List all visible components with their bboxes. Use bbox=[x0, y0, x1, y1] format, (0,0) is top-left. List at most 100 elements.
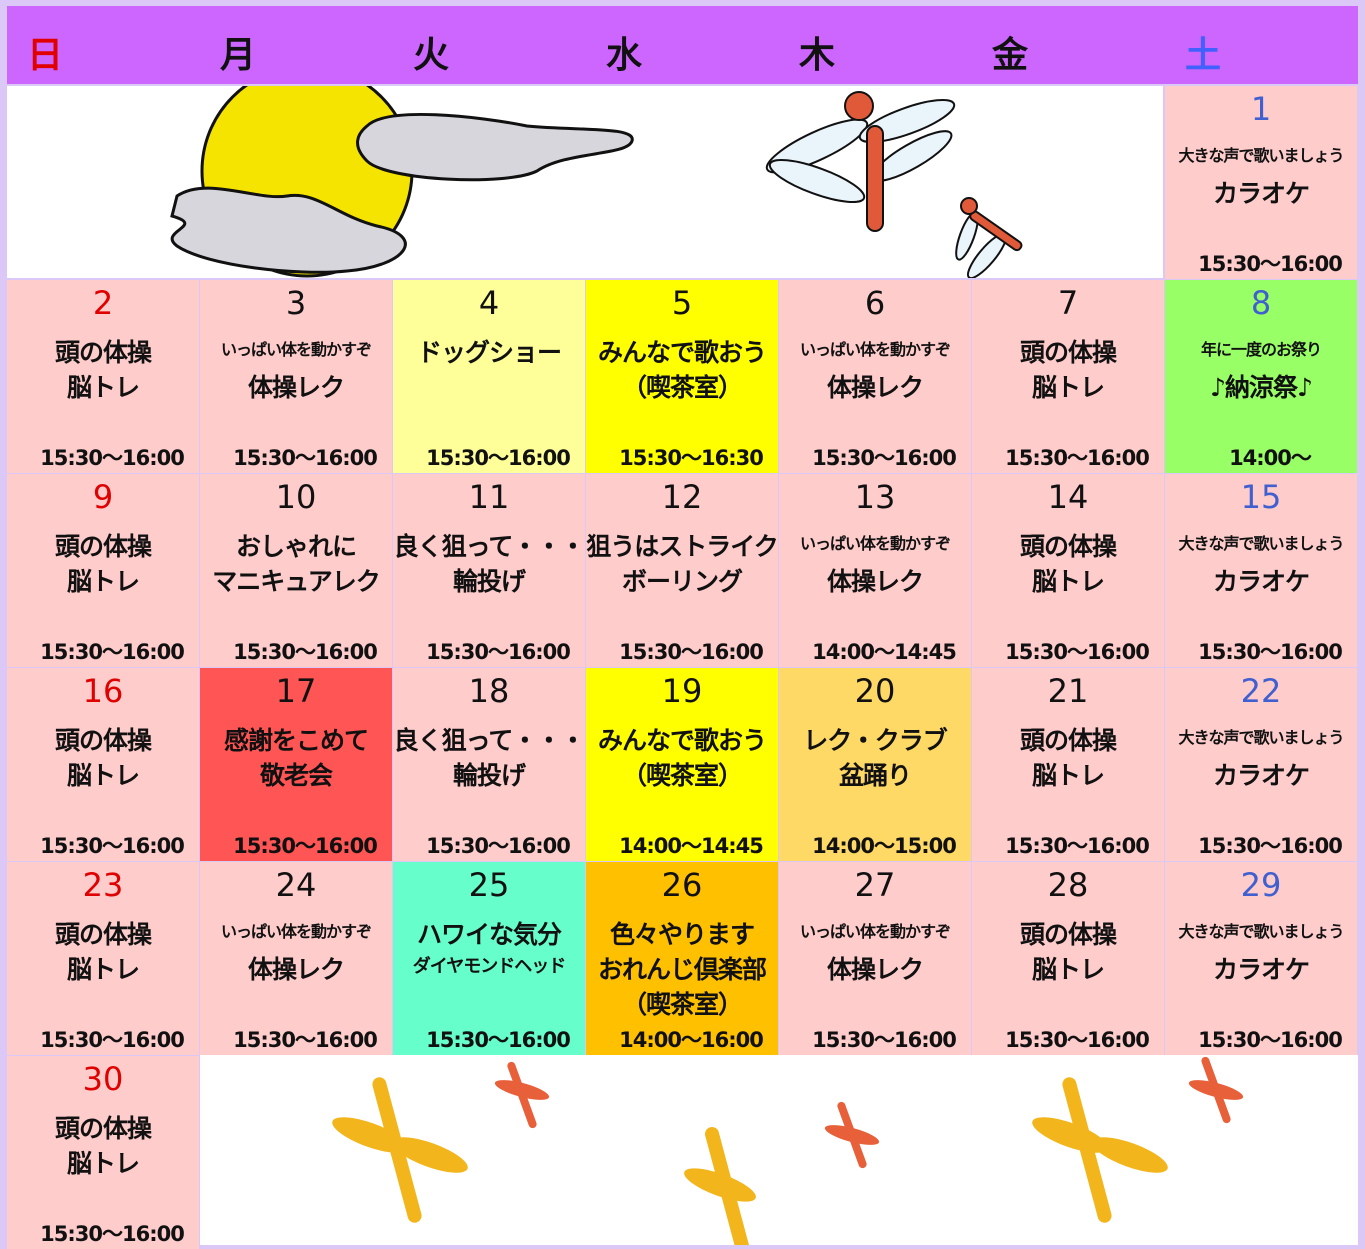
event-title: ハワイな気分 bbox=[416, 920, 562, 949]
event-time: 15:30〜16:00 bbox=[812, 446, 957, 470]
day-number: 15 bbox=[1240, 478, 1282, 516]
day-number: 20 bbox=[854, 672, 896, 710]
day-number: 7 bbox=[1057, 284, 1079, 322]
event-time: 15:30〜16:00 bbox=[233, 640, 378, 664]
weekday-label: 金 bbox=[992, 35, 1029, 76]
event-title: 頭の体操 bbox=[54, 338, 152, 367]
day-number: 6 bbox=[864, 284, 886, 322]
day-cell: 27 いっぱい体を動かすぞ 体操レク 15:30〜16:00 bbox=[779, 862, 971, 1055]
event-title: 感謝をこめて bbox=[223, 726, 369, 755]
event-time: 15:30〜16:00 bbox=[426, 834, 571, 858]
event-time: 14:00〜16:00 bbox=[619, 1028, 764, 1052]
event-title: 脳トレ bbox=[66, 955, 140, 984]
day-number: 23 bbox=[82, 866, 124, 904]
day-cell: 17 感謝をこめて 敬老会 15:30〜16:00 bbox=[200, 668, 392, 861]
event-note: いっぱい体を動かすぞ bbox=[220, 922, 372, 941]
day-number: 4 bbox=[478, 284, 500, 322]
event-time: 15:30〜16:00 bbox=[40, 1028, 185, 1052]
event-title: 頭の体操 bbox=[1019, 726, 1117, 755]
day-cell: 14 頭の体操 脳トレ 15:30〜16:00 bbox=[972, 474, 1164, 667]
event-note: 大きな声で歌いましょう bbox=[1178, 922, 1344, 941]
event-time: 15:30〜16:00 bbox=[233, 1028, 378, 1052]
event-title: 頭の体操 bbox=[54, 726, 152, 755]
day-cell: 6 いっぱい体を動かすぞ体操レク 15:30〜16:00 bbox=[779, 280, 971, 473]
event-title: 頭の体操 bbox=[1019, 338, 1117, 367]
event-title: みんなで歌おう bbox=[597, 726, 767, 755]
event-title: 頭の体操 bbox=[54, 920, 152, 949]
day-number: 21 bbox=[1047, 672, 1089, 710]
event-title: 脳トレ bbox=[1031, 761, 1105, 790]
day-cell: 25 ハワイな気分 ダイヤモンドヘッド 15:30〜16:00 bbox=[393, 862, 585, 1055]
day-cell: 11 良く狙って・・・ 輪投げ 15:30〜16:00 bbox=[393, 474, 585, 667]
day-cell: 7 頭の体操脳トレ 15:30〜16:00 bbox=[972, 280, 1164, 473]
event-time: 15:30〜16:00 bbox=[426, 640, 571, 664]
day-number: 19 bbox=[661, 672, 703, 710]
weekday-label: 水 bbox=[606, 35, 643, 76]
event-title: 脳トレ bbox=[1031, 373, 1105, 402]
event-title: 脳トレ bbox=[66, 1149, 140, 1178]
event-title: 脳トレ bbox=[66, 761, 140, 790]
event-title: おれんじ倶楽部 bbox=[597, 955, 767, 984]
event-title: （喫茶室） bbox=[621, 373, 743, 402]
day-number: 18 bbox=[468, 672, 510, 710]
event-title: 体操レク bbox=[826, 373, 924, 402]
event-time: 15:30〜16:00 bbox=[1005, 446, 1150, 470]
event-title: 脳トレ bbox=[1031, 955, 1105, 984]
day-number: 1 bbox=[1250, 90, 1272, 128]
day-cell: 18 良く狙って・・・ 輪投げ 15:30〜16:00 bbox=[393, 668, 585, 861]
event-time: 15:30〜16:00 bbox=[233, 834, 378, 858]
day-cell: 12 狙うはストライク ボーリング 15:30〜16:00 bbox=[586, 474, 778, 667]
weekday-label: 日 bbox=[27, 35, 64, 76]
event-title: 敬老会 bbox=[259, 761, 333, 790]
event-time: 15:30〜16:00 bbox=[40, 446, 185, 470]
day-number: 13 bbox=[854, 478, 896, 516]
day-number: 14 bbox=[1047, 478, 1089, 516]
day-number: 9 bbox=[92, 478, 114, 516]
event-time: 14:00〜15:00 bbox=[812, 834, 957, 858]
event-note: 年に一度のお祭り bbox=[1200, 340, 1322, 359]
weekday-label: 月 bbox=[220, 35, 257, 76]
event-title: ドッグショー bbox=[416, 338, 562, 367]
event-time: 15:30〜16:00 bbox=[812, 1028, 957, 1052]
event-title: ボーリング bbox=[621, 567, 743, 596]
event-title: 良く狙って・・・ bbox=[393, 726, 585, 755]
event-time: 15:30〜16:30 bbox=[619, 446, 764, 470]
day-number: 29 bbox=[1240, 866, 1282, 904]
event-title: 頭の体操 bbox=[54, 532, 152, 561]
event-title: カラオケ bbox=[1212, 567, 1310, 596]
event-title: 体操レク bbox=[247, 955, 345, 984]
moon-illustration bbox=[7, 86, 1163, 278]
weekday-label: 火 bbox=[413, 35, 450, 76]
event-title: マニキュアレク bbox=[212, 567, 381, 596]
day-cell: 16 頭の体操 脳トレ 15:30〜16:00 bbox=[7, 668, 199, 861]
event-subtitle: ダイヤモンドヘッド bbox=[412, 956, 566, 977]
day-number: 17 bbox=[275, 672, 317, 710]
day-cell: 13 いっぱい体を動かすぞ 体操レク 14:00〜14:45 bbox=[779, 474, 971, 667]
day-cell: 5 みんなで歌おう （喫茶室） 15:30〜16:30 bbox=[586, 280, 778, 473]
day-cell: 26 色々やります おれんじ倶楽部 （喫茶室） 14:00〜16:00 bbox=[586, 862, 778, 1055]
day-number: 27 bbox=[854, 866, 896, 904]
event-note: いっぱい体を動かすぞ bbox=[799, 922, 951, 941]
event-title: （喫茶室） bbox=[621, 761, 743, 790]
day-cell: 23 頭の体操脳トレ 15:30〜16:00 bbox=[7, 862, 199, 1055]
event-time: 14:00〜14:45 bbox=[619, 834, 764, 858]
event-title: 脳トレ bbox=[66, 567, 140, 596]
day-cell: 8 年に一度のお祭り ♪納涼祭♪ 14:00〜 bbox=[1165, 280, 1357, 473]
event-title: カラオケ bbox=[1212, 955, 1310, 984]
day-cell: 21 頭の体操 脳トレ 15:30〜16:00 bbox=[972, 668, 1164, 861]
event-time: 15:30〜16:00 bbox=[1198, 1028, 1343, 1052]
event-title: 輪投げ bbox=[452, 567, 526, 596]
event-note: 大きな声で歌いましょう bbox=[1178, 534, 1344, 553]
day-cell: 19 みんなで歌おう （喫茶室） 14:00〜14:45 bbox=[586, 668, 778, 861]
day-cell: 24 いっぱい体を動かすぞ 体操レク 15:30〜16:00 bbox=[200, 862, 392, 1055]
event-time: 15:30〜16:00 bbox=[40, 1222, 185, 1246]
weekday-label: 木 bbox=[799, 35, 836, 76]
event-note: いっぱい体を動かすぞ bbox=[220, 340, 372, 359]
event-time: 15:30〜16:00 bbox=[1198, 640, 1343, 664]
day-number: 16 bbox=[82, 672, 124, 710]
day-number: 11 bbox=[468, 478, 510, 516]
day-number: 28 bbox=[1047, 866, 1089, 904]
event-note: いっぱい体を動かすぞ bbox=[799, 340, 951, 359]
